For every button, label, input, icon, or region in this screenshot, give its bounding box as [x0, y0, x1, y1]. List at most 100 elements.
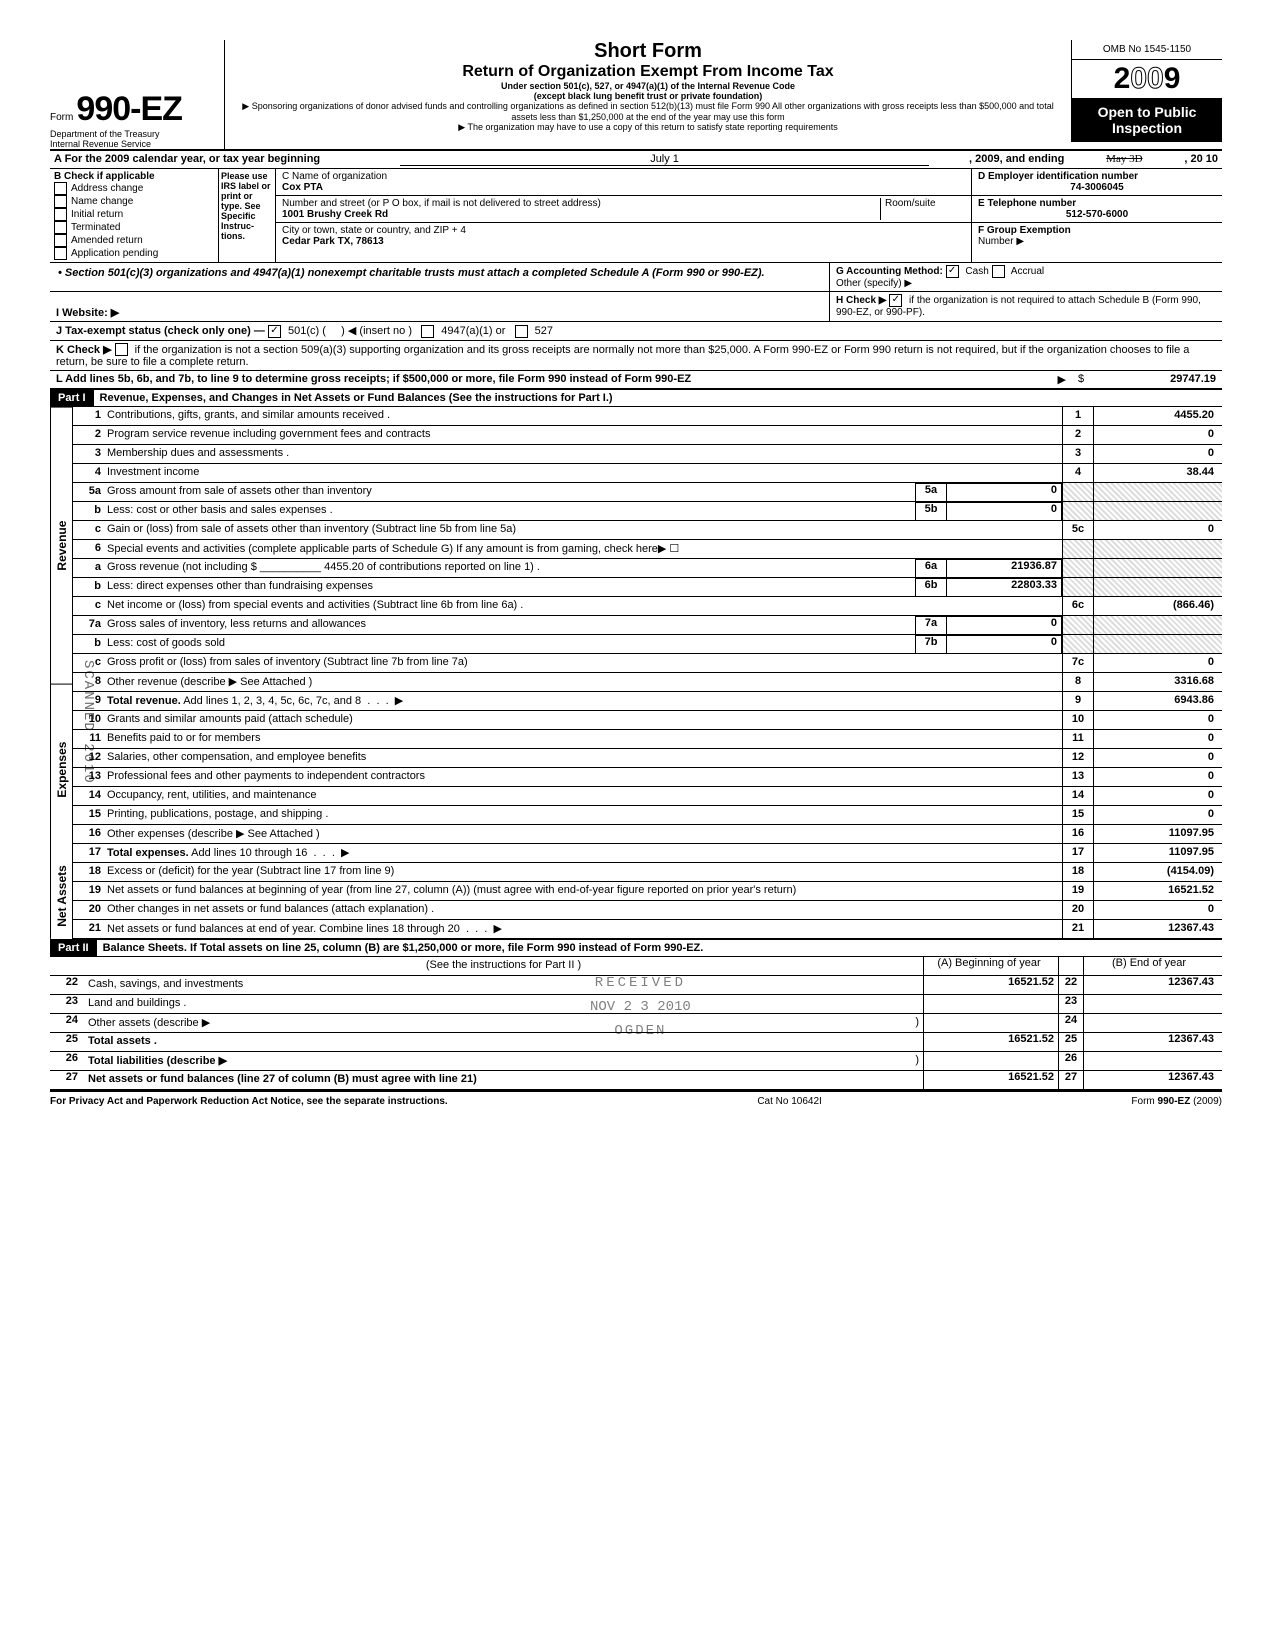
chk-name[interactable]: Name change — [54, 195, 214, 208]
period-begin[interactable]: July 1 — [400, 153, 929, 166]
r-val-21: 12367.43 — [1094, 920, 1222, 938]
ln-desc-19: Net assets or fund balances at beginning… — [107, 882, 1062, 900]
ln-num-7a: 7a — [73, 616, 107, 634]
chk-amended[interactable]: Amended return — [54, 234, 214, 247]
subtitle-except: (except black lung benefit trust or priv… — [233, 91, 1063, 101]
city-value[interactable]: Cedar Park TX, 78613 — [282, 236, 965, 247]
bal-num-24: 24 — [50, 1014, 84, 1032]
chk-accrual[interactable] — [992, 265, 1005, 278]
part1-title: Revenue, Expenses, and Changes in Net As… — [94, 390, 1222, 406]
subtitle-copy: ▶ The organization may have to use a cop… — [233, 122, 1063, 133]
r-shade-7b — [1062, 635, 1094, 653]
ln-desc-8: Other revenue (describe ▶ See Attached ) — [107, 673, 1062, 691]
line-5a: 5aGross amount from sale of assets other… — [73, 483, 1222, 502]
part2-header: Part II Balance Sheets. Balance Sheets. … — [50, 939, 1222, 957]
r-shade-5a — [1062, 483, 1094, 501]
bal-b-27: 12367.43 — [1084, 1071, 1222, 1089]
ln-desc-15: Printing, publications, postage, and shi… — [107, 806, 1062, 824]
addr-label: Number and street (or P O box, if mail i… — [282, 198, 601, 209]
chk-501c[interactable]: ✓ — [268, 325, 281, 338]
part2-label: Part II — [50, 940, 97, 956]
b-term-label: Terminated — [71, 222, 120, 233]
ln-num-7b: b — [73, 635, 107, 653]
part1-body: Revenue Expenses Net Assets 1Contributio… — [50, 407, 1222, 939]
chk-cash[interactable]: ✓ — [946, 265, 959, 278]
mid-val-5a: 0 — [947, 483, 1062, 501]
r-num-7c: 7c — [1062, 654, 1094, 672]
bal-num-26: 26 — [50, 1052, 84, 1070]
r-num-10: 10 — [1062, 711, 1094, 729]
ein-value[interactable]: 74-3006045 — [978, 182, 1216, 193]
bal-b-25: 12367.43 — [1084, 1033, 1222, 1051]
stamp-date: NOV 2 3 2010 — [590, 999, 691, 1015]
ln-desc-3: Membership dues and assessments . — [107, 445, 1062, 463]
bal-a-27: 16521.52 — [923, 1071, 1058, 1089]
chk-schedule-b[interactable]: ✓ — [889, 294, 902, 307]
chk-address[interactable]: Address change — [54, 182, 214, 195]
side-revenue: Revenue — [50, 407, 73, 684]
r-val-9: 6943.86 — [1094, 692, 1222, 710]
ln-desc-16: Other expenses (describe ▶ See Attached … — [107, 825, 1062, 843]
line-21: 21Net assets or fund balances at end of … — [73, 920, 1222, 939]
city-label: City or town, state or country, and ZIP … — [282, 225, 965, 236]
ln-num-15: 15 — [73, 806, 107, 824]
chk-4947[interactable] — [421, 325, 434, 338]
title-return: Return of Organization Exempt From Incom… — [233, 63, 1063, 81]
r-num-16: 16 — [1062, 825, 1094, 843]
r-val-16: 11097.95 — [1094, 825, 1222, 843]
ln-desc-20: Other changes in net assets or fund bala… — [107, 901, 1062, 919]
bal-a-23 — [923, 995, 1058, 1013]
line-18: 18Excess or (deficit) for the year (Subt… — [73, 863, 1222, 882]
line-16: 16Other expenses (describe ▶ See Attache… — [73, 825, 1222, 844]
footer-privacy: For Privacy Act and Paperwork Reduction … — [50, 1096, 448, 1107]
chk-terminated[interactable]: Terminated — [54, 221, 214, 234]
part1-label: Part I — [50, 390, 94, 406]
ln-num-17: 17 — [73, 844, 107, 862]
h-label: H Check ▶ — [836, 295, 886, 306]
r-val-17: 11097.95 — [1094, 844, 1222, 862]
phone-value[interactable]: 512-570-6000 — [978, 209, 1216, 220]
part1-header: Part I Revenue, Expenses, and Changes in… — [50, 389, 1222, 407]
r-shade2-5b — [1094, 502, 1222, 520]
mid-val-6a: 21936.87 — [947, 559, 1062, 577]
bal-n2-23: 23 — [1058, 995, 1084, 1013]
b-pend-label: Application pending — [71, 248, 158, 259]
ln-desc-21: Net assets or fund balances at end of ye… — [107, 920, 1062, 938]
chk-pending[interactable]: Application pending — [54, 247, 214, 260]
line-7b: bLess: cost of goods sold7b0 — [73, 635, 1222, 654]
r-val-1: 4455.20 — [1094, 407, 1222, 425]
year-2: 2 — [1114, 62, 1131, 95]
r-shade-7a — [1062, 616, 1094, 634]
r-shade2-6 — [1094, 540, 1222, 558]
r-num-15: 15 — [1062, 806, 1094, 824]
r-shade2-7a — [1094, 616, 1222, 634]
r-num-3: 3 — [1062, 445, 1094, 463]
period-end[interactable]: May 3D — [1064, 153, 1184, 166]
chk-527[interactable] — [515, 325, 528, 338]
chk-k[interactable] — [115, 343, 128, 356]
ln-num-6a: a — [73, 559, 107, 577]
chk-initial[interactable]: Initial return — [54, 208, 214, 221]
org-name[interactable]: Cox PTA — [282, 182, 965, 193]
r-num-2: 2 — [1062, 426, 1094, 444]
line-5c: cGain or (loss) from sale of assets othe… — [73, 521, 1222, 540]
ln-desc-12: Salaries, other compensation, and employ… — [107, 749, 1062, 767]
j-4947: 4947(a)(1) or — [441, 325, 505, 337]
i-website-label: I Website: ▶ — [56, 307, 119, 319]
section-l: L Add lines 5b, 6b, and 7b, to line 9 to… — [50, 371, 1222, 389]
c-label: C Name of organization — [282, 171, 965, 182]
r-num-17: 17 — [1062, 844, 1094, 862]
title-short-form: Short Form — [233, 40, 1063, 63]
subtitle-code: Under section 501(c), 527, or 4947(a)(1)… — [233, 81, 1063, 91]
right-info-col: D Employer identification number 74-3006… — [971, 169, 1222, 262]
ln-num-18: 18 — [73, 863, 107, 881]
form-prefix: Form — [50, 112, 73, 123]
line-20: 20Other changes in net assets or fund ba… — [73, 901, 1222, 920]
ln-desc-4: Investment income — [107, 464, 1062, 482]
ln-desc-2: Program service revenue including govern… — [107, 426, 1062, 444]
please-col: Please use IRS label or print or type. S… — [219, 169, 276, 262]
line-19: 19Net assets or fund balances at beginni… — [73, 882, 1222, 901]
street-address[interactable]: 1001 Brushy Creek Rd — [282, 209, 880, 220]
bal-n2-26: 26 — [1058, 1052, 1084, 1070]
ln-num-14: 14 — [73, 787, 107, 805]
